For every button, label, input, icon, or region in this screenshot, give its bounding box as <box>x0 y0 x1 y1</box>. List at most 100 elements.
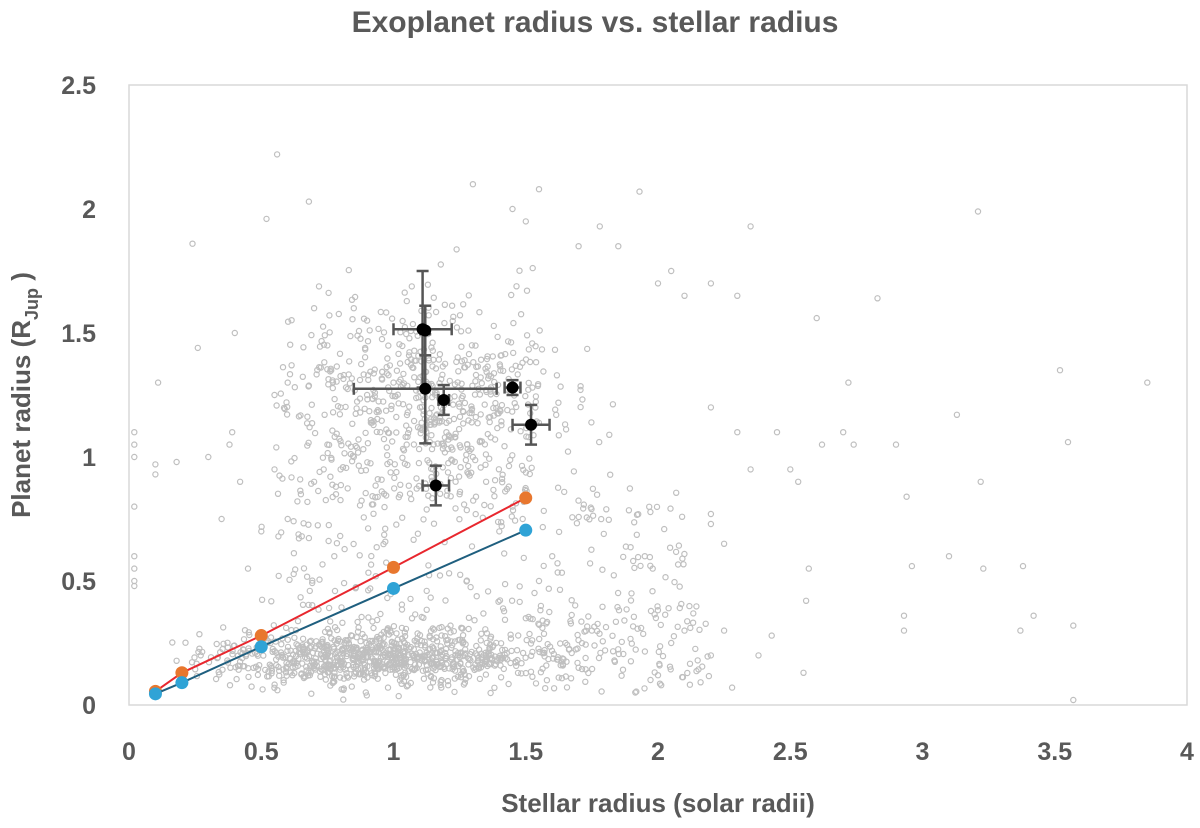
background-point <box>306 424 313 431</box>
background-point <box>495 466 503 473</box>
background-point <box>263 215 270 223</box>
background-point <box>267 634 275 641</box>
background-point <box>525 346 533 353</box>
background-point <box>273 444 280 451</box>
background-point <box>536 635 543 643</box>
background-point <box>459 392 466 400</box>
background-point <box>279 475 286 482</box>
background-point <box>353 444 361 451</box>
background-point <box>399 317 406 325</box>
background-point <box>453 324 461 331</box>
background-point <box>383 559 390 566</box>
background-point <box>220 640 227 648</box>
measured-planet-point <box>419 324 432 337</box>
background-point <box>403 330 410 338</box>
background-point <box>1070 622 1077 629</box>
background-point <box>340 375 347 383</box>
background-point <box>295 531 302 538</box>
background-point <box>325 604 333 612</box>
x-tick-label: 2.5 <box>773 738 808 766</box>
background-point <box>734 429 741 436</box>
background-point <box>433 634 440 641</box>
background-point <box>553 411 560 419</box>
background-point <box>415 445 423 453</box>
background-point <box>268 670 275 677</box>
background-point <box>486 644 493 652</box>
background-point <box>428 445 436 453</box>
background-point <box>627 658 635 665</box>
background-point <box>500 665 507 673</box>
background-point <box>411 357 418 364</box>
background-point <box>441 633 449 640</box>
background-point <box>383 363 390 371</box>
y-tick-label: 2.5 <box>61 72 96 100</box>
background-point <box>501 443 508 450</box>
background-point <box>1030 612 1037 619</box>
background-point <box>484 588 492 595</box>
background-point <box>535 185 543 193</box>
background-point <box>679 673 686 681</box>
background-point <box>527 668 535 676</box>
background-point <box>537 669 545 676</box>
background-point <box>355 624 362 631</box>
background-point <box>483 654 490 661</box>
background-point <box>579 396 586 403</box>
background-point <box>313 371 320 378</box>
background-point <box>569 514 576 521</box>
background-point <box>487 503 494 510</box>
background-point <box>275 572 282 580</box>
background-point <box>484 430 491 438</box>
background-point <box>403 411 411 419</box>
background-point <box>467 656 474 664</box>
background-point <box>212 675 220 683</box>
background-point <box>697 679 704 686</box>
background-point <box>681 550 688 558</box>
background-point <box>254 671 262 679</box>
background-point <box>371 389 379 396</box>
background-point <box>630 613 638 621</box>
background-point <box>213 640 220 648</box>
background-point <box>500 608 508 615</box>
background-point <box>614 589 622 597</box>
background-point <box>501 550 508 557</box>
background-point <box>529 673 536 681</box>
background-point <box>468 342 476 349</box>
background-point <box>490 404 497 412</box>
background-point <box>443 652 450 660</box>
background-point <box>245 629 252 636</box>
background-point <box>304 498 311 506</box>
background-point <box>476 438 483 446</box>
background-point <box>326 312 333 319</box>
background-point <box>436 490 444 497</box>
background-point <box>845 379 852 386</box>
background-point <box>457 659 464 667</box>
background-point <box>448 302 456 309</box>
background-point <box>481 441 489 448</box>
background-point <box>435 356 443 363</box>
background-point <box>953 411 961 418</box>
plot-area <box>128 84 1188 706</box>
x-tick-label: 2 <box>651 738 665 766</box>
background-point <box>331 670 338 677</box>
background-point <box>734 292 741 299</box>
background-point <box>519 359 526 366</box>
background-point <box>401 629 408 636</box>
background-point <box>707 404 715 411</box>
background-point <box>649 588 656 595</box>
background-point <box>456 403 463 410</box>
background-point <box>603 506 610 513</box>
background-point <box>334 637 342 645</box>
background-point <box>485 372 492 379</box>
background-point <box>354 618 361 626</box>
background-point <box>398 661 406 668</box>
background-point <box>218 515 225 523</box>
background-point <box>413 394 420 402</box>
background-point <box>670 633 678 640</box>
background-point <box>512 362 519 369</box>
background-point <box>375 635 383 642</box>
background-point <box>397 376 404 383</box>
background-point <box>439 363 446 370</box>
background-point <box>535 620 542 628</box>
background-point <box>347 332 354 340</box>
background-point <box>407 356 415 363</box>
